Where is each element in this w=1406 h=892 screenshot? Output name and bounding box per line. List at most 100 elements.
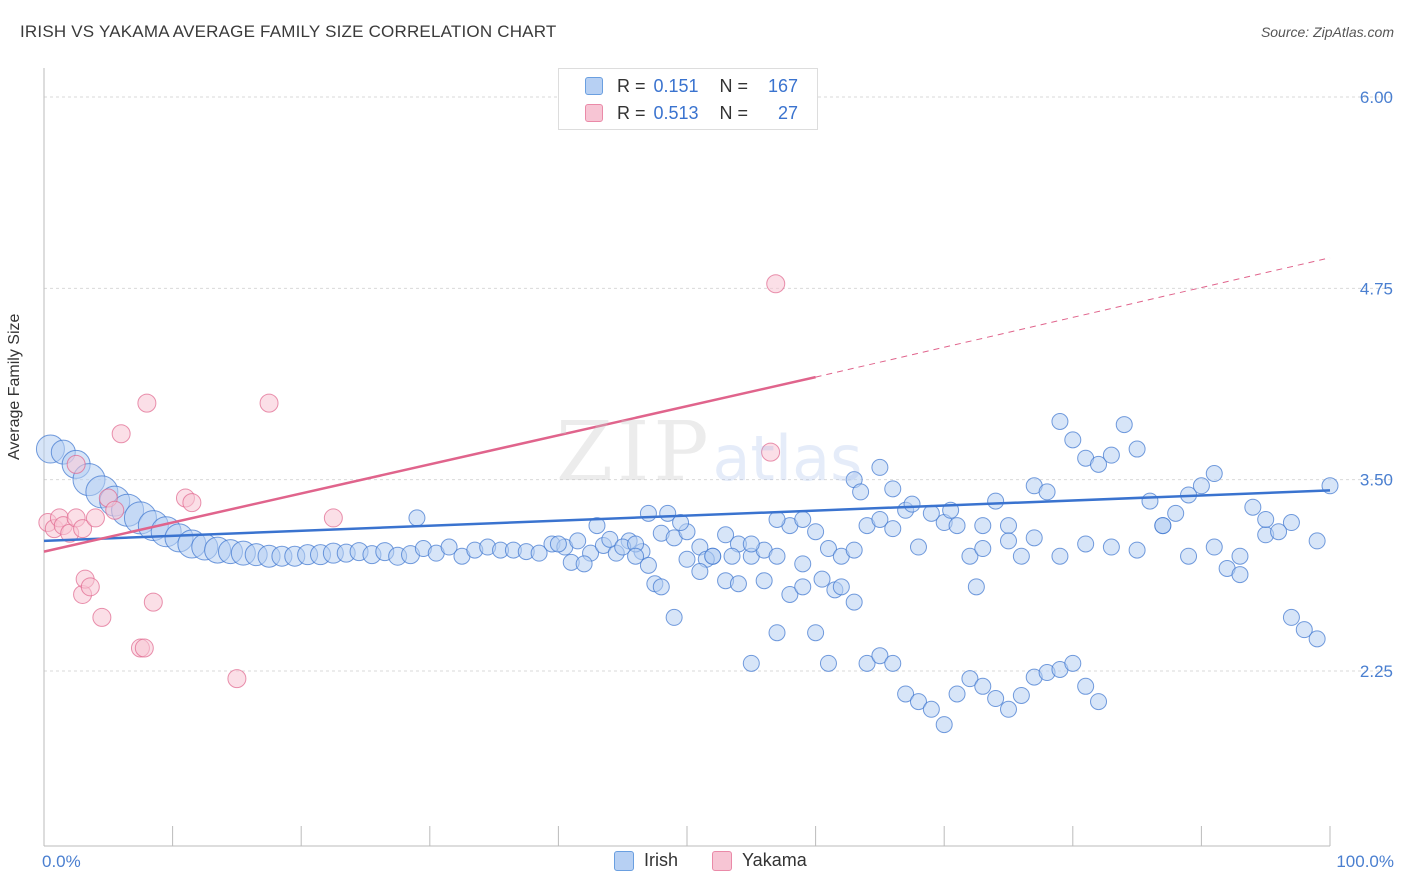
irish-point [819, 540, 837, 558]
irish-point [845, 541, 863, 559]
yakama-point [80, 577, 100, 597]
irish-point [627, 547, 645, 565]
irish-point [652, 578, 670, 596]
irish-point [1231, 547, 1249, 565]
irish-point [1000, 517, 1017, 535]
irish-point [440, 538, 458, 556]
irish-point [813, 570, 831, 588]
irish-point [909, 538, 927, 556]
irish-point [922, 504, 940, 522]
irish-point [1308, 630, 1326, 648]
irish-point [704, 547, 722, 565]
irish-point [1128, 440, 1146, 458]
yakama-point [92, 607, 112, 627]
irish-point [1051, 413, 1069, 431]
series-label-irish: Irish [644, 850, 679, 870]
irish-point [1231, 566, 1249, 584]
irish-point [691, 563, 709, 581]
irish-point [723, 547, 741, 565]
yakama-point [111, 424, 131, 444]
irish-point [871, 458, 889, 476]
irish-point [1064, 654, 1082, 672]
irish-point [974, 517, 992, 535]
irish-point [768, 510, 786, 528]
legend-n-value-yakama: 27 [778, 102, 799, 123]
legend-r-label: R = [617, 102, 646, 123]
irish-point [1128, 541, 1146, 559]
irish-point [1205, 538, 1223, 556]
source-text: Source: ZipAtlas.com [1260, 24, 1394, 40]
irish-point [922, 700, 940, 718]
irish-trend-line [43, 489, 1331, 543]
legend-n-label: N = [719, 75, 749, 96]
irish-point [884, 480, 902, 498]
watermark: ZIPatlas [556, 405, 863, 500]
irish-point [601, 530, 619, 548]
series-swatch-irish [614, 850, 634, 871]
irish-point [852, 483, 870, 501]
series-label-yakama: Yakama [742, 850, 807, 870]
irish-point [819, 654, 837, 672]
irish-point [1244, 498, 1262, 516]
irish-point [832, 578, 850, 596]
legend-r-value-yakama: 0.513 [653, 102, 699, 123]
irish-point [987, 690, 1005, 708]
y-axis-label: Average Family Size [6, 313, 23, 460]
irish-point [1270, 523, 1288, 541]
yakama-point [323, 508, 343, 528]
irish-point [1090, 455, 1108, 473]
series-legend: Irish Yakama [614, 850, 841, 871]
yakama-point [143, 592, 163, 612]
legend-swatch-irish [585, 77, 603, 95]
legend-r-label: R = [617, 75, 646, 96]
yakama-point [761, 442, 781, 462]
irish-point [768, 624, 786, 642]
irish-point [1102, 446, 1120, 464]
irish-point [967, 578, 985, 596]
yakama-trend-line [43, 375, 816, 553]
irish-point [1180, 547, 1198, 565]
irish-point [1012, 686, 1030, 704]
irish-point [1000, 532, 1017, 550]
irish-point [987, 492, 1005, 510]
yakama-point [182, 493, 202, 513]
irish-point [665, 608, 683, 626]
y-tick-label: 2.25 [1360, 662, 1393, 681]
yakama-point [73, 519, 93, 539]
yakama-point [766, 274, 786, 294]
irish-point [935, 716, 953, 734]
irish-point [742, 535, 760, 553]
chart-title: IRISH VS YAKAMA AVERAGE FAMILY SIZE CORR… [20, 22, 557, 41]
irish-point [961, 547, 979, 565]
irish-point [961, 670, 979, 688]
irish-point [1282, 608, 1300, 626]
x-axis-min-label: 0.0% [42, 852, 81, 871]
irish-point [530, 544, 548, 562]
irish-point [948, 685, 966, 703]
irish-point [884, 520, 902, 538]
y-tick-label: 6.00 [1360, 88, 1393, 107]
irish-point [1077, 677, 1095, 695]
irish-point [807, 624, 825, 642]
irish-points [35, 413, 1339, 734]
irish-point [639, 504, 657, 522]
legend-r-value-irish: 0.151 [653, 75, 699, 96]
series-legend-yakama: Yakama [712, 850, 807, 871]
gridlines [44, 96, 1392, 672]
irish-point [588, 517, 606, 535]
irish-point [678, 550, 696, 568]
irish-point [871, 510, 889, 528]
irish-point [909, 693, 927, 711]
irish-point [858, 654, 876, 672]
y-tick-label: 3.50 [1360, 471, 1393, 490]
irish-point [807, 523, 825, 541]
irish-point [903, 495, 921, 513]
yakama-point [134, 638, 154, 658]
irish-point [871, 647, 889, 665]
irish-point [1025, 529, 1043, 547]
yakama-point [85, 508, 105, 528]
yakama-point [227, 669, 247, 689]
irish-point [1154, 517, 1172, 535]
irish-point [1090, 693, 1108, 711]
irish-point [1038, 483, 1056, 501]
